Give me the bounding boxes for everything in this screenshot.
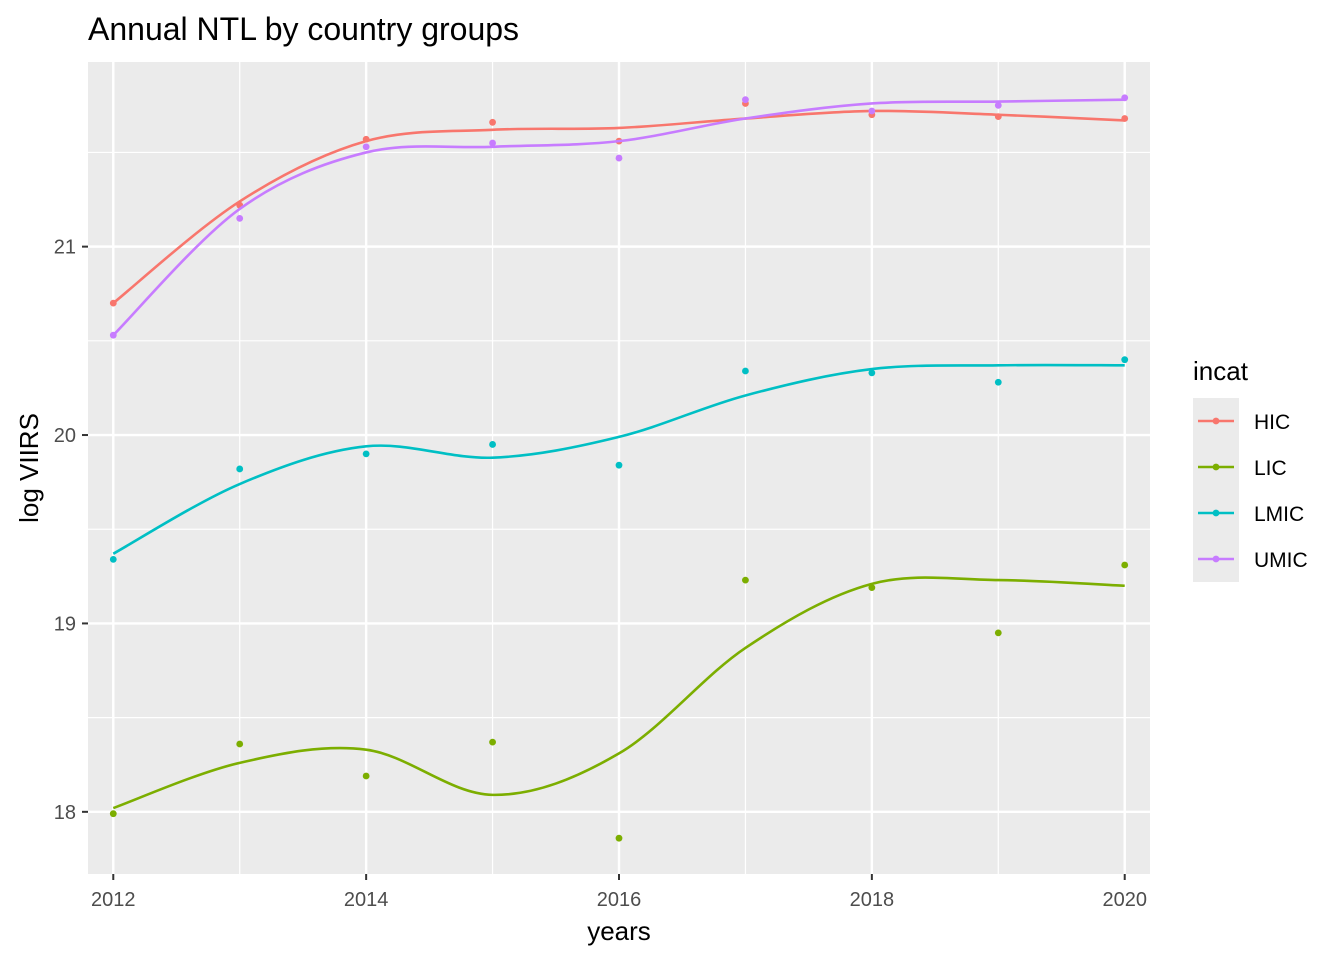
data-point-hic (109, 299, 117, 307)
legend-items: HIC LIC LMIC UMIC (1193, 398, 1308, 582)
data-point-lic (362, 772, 370, 780)
data-point-hic (1121, 115, 1129, 122)
legend-point-hic (1212, 417, 1220, 425)
legend-point-lic (1212, 463, 1220, 471)
legend-label-lmic: LMIC (1254, 503, 1304, 526)
x-tick-label: 2020 (1102, 889, 1147, 911)
legend-label-lic: LIC (1254, 457, 1287, 480)
legend-item-lmic: LMIC (1193, 490, 1304, 536)
data-point-hic (994, 113, 1002, 121)
legend-label-hic: HIC (1254, 411, 1290, 434)
data-point-umic (236, 214, 244, 222)
x-axis-title: years (587, 916, 651, 946)
y-tick-label: 21 (54, 237, 76, 259)
y-tick-label: 18 (54, 802, 76, 824)
y-axis-title: log VIIRS (14, 413, 44, 523)
chart-title: Annual NTL by country groups (88, 11, 519, 47)
data-point-lic (615, 834, 623, 842)
axes: 2012 2014 2016 2018 2020 18 19 20 21 (54, 237, 1147, 911)
legend-point-umic (1212, 555, 1220, 563)
data-point-lmic (1121, 356, 1129, 364)
data-point-lic (109, 810, 117, 818)
series-line-lic (112, 576, 1125, 810)
x-tick-label: 2016 (597, 889, 642, 911)
data-point-lic (742, 576, 749, 584)
data-point-lmic (109, 555, 117, 563)
data-point-hic (489, 118, 496, 126)
data-point-umic (362, 143, 370, 151)
legend-item-umic: UMIC (1193, 536, 1308, 582)
x-tick-label: 2012 (91, 889, 136, 911)
data-point-lmic (236, 465, 244, 473)
series-layer (109, 94, 1129, 842)
series-line-hic (112, 109, 1125, 305)
x-tick-label: 2014 (344, 889, 389, 911)
data-point-lic (868, 584, 876, 592)
data-point-lmic (489, 441, 496, 448)
series-line-umic (112, 98, 1125, 337)
series-line-lmic (112, 363, 1125, 555)
data-point-umic (868, 107, 876, 115)
legend-item-hic: HIC (1193, 398, 1290, 444)
data-point-umic (615, 154, 623, 162)
data-point-lic (236, 740, 244, 748)
data-point-lmic (362, 450, 370, 458)
legend: incat HIC LIC LMIC UMIC (1193, 356, 1308, 582)
y-tick-label: 19 (54, 613, 76, 635)
data-point-lmic (994, 378, 1002, 386)
data-point-umic (109, 331, 117, 339)
data-point-lic (489, 738, 496, 746)
y-tick-label: 20 (54, 425, 76, 447)
series-lic (109, 561, 1129, 842)
legend-item-lic: LIC (1193, 444, 1287, 490)
data-point-umic (1121, 94, 1129, 102)
data-point-lic (1121, 561, 1129, 569)
data-point-hic (362, 135, 370, 143)
data-point-umic (489, 139, 496, 147)
data-point-umic (742, 96, 749, 104)
data-point-lmic (868, 369, 876, 377)
legend-point-lmic (1212, 509, 1220, 517)
series-umic (109, 94, 1129, 339)
series-lmic (109, 356, 1129, 563)
data-point-lmic (615, 461, 623, 469)
x-tick-label: 2018 (850, 889, 895, 911)
data-point-lmic (742, 367, 749, 375)
data-point-umic (994, 101, 1002, 109)
legend-label-umic: UMIC (1254, 549, 1308, 572)
legend-title: incat (1193, 356, 1249, 386)
data-point-lic (994, 629, 1002, 637)
